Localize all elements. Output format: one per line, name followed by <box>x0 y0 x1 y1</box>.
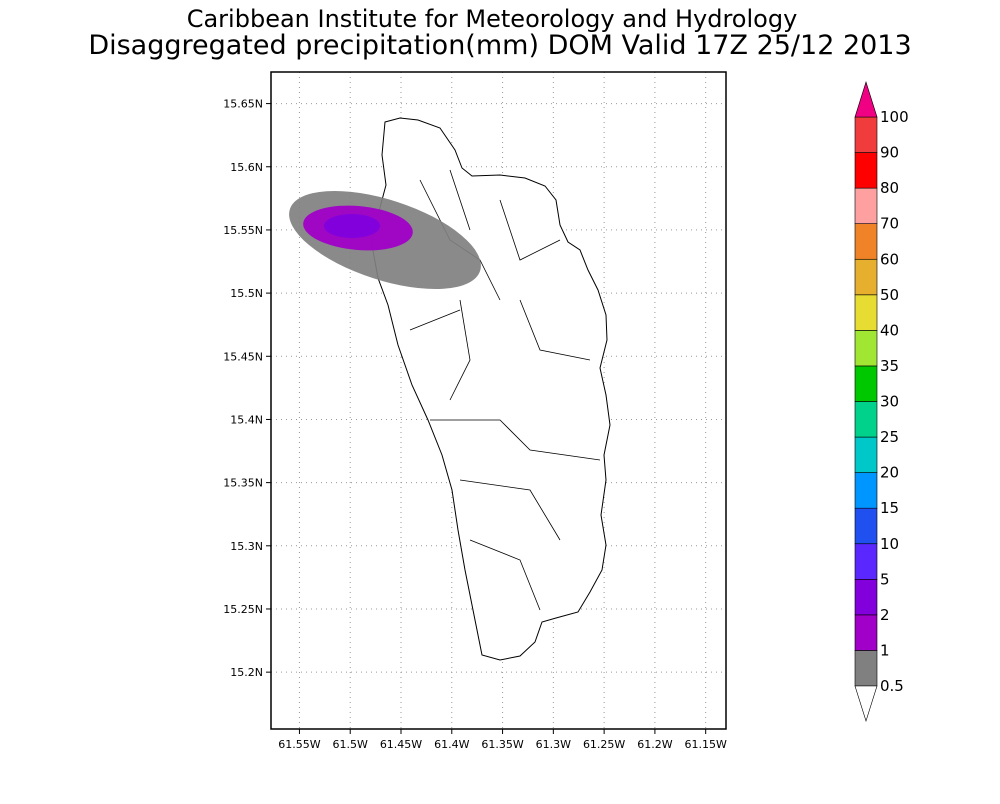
y-tick-label: 15.25N <box>223 603 263 616</box>
precipitation <box>289 190 481 290</box>
x-tick-label: 61.3W <box>536 738 571 751</box>
colorbar-label: 1 <box>880 641 890 659</box>
x-tick-label: 61.25W <box>583 738 625 751</box>
map-frame <box>270 71 727 730</box>
x-tick-label: 61.15W <box>685 738 727 751</box>
colorbar-box <box>854 365 878 402</box>
y-tick-label: 15.6N <box>230 161 263 174</box>
colorbar-box <box>854 258 878 296</box>
colorbar-label: 70 <box>880 215 899 233</box>
colorbar-label: 90 <box>880 144 899 162</box>
y-tick-label: 15.45N <box>223 350 263 363</box>
colorbar-box <box>854 543 878 580</box>
x-tick-label: 61.45W <box>380 738 422 751</box>
colorbar-box <box>854 116 878 153</box>
colorbar-box <box>854 223 878 260</box>
y-tick-label: 15.3N <box>230 540 263 553</box>
colorbar-label: 60 <box>880 250 899 268</box>
colorbar-label: 5 <box>880 570 890 588</box>
x-tick-label: 61.55W <box>278 738 320 751</box>
subtitle: Disaggregated precipitation(mm) DOM Vali… <box>88 30 911 61</box>
colorbar-box <box>854 579 878 616</box>
y-tick-label: 15.55N <box>223 224 263 237</box>
y-tick-label: 15.4N <box>230 413 263 426</box>
colorbar-box <box>854 401 878 438</box>
colorbar-box <box>854 472 878 509</box>
colorbar-label: 10 <box>880 535 899 553</box>
x-tick-label: 61.5W <box>333 738 368 751</box>
colorbar-label: 40 <box>880 321 899 339</box>
colorbar-label: 30 <box>880 393 899 411</box>
x-tick-label: 61.2W <box>637 738 672 751</box>
colorbar-label: 0.5 <box>880 677 904 695</box>
y-tick-label: 15.5N <box>230 287 263 300</box>
title: Caribbean Institute for Meteorology and … <box>187 5 798 33</box>
colorbar-label: 80 <box>880 179 899 197</box>
colorbar-box <box>854 187 878 224</box>
x-tick-label: 61.4W <box>434 738 469 751</box>
colorbar-box <box>854 436 878 473</box>
colorbar-under <box>854 685 878 723</box>
y-tick-label: 15.35N <box>223 477 263 490</box>
colorbar-box <box>854 507 878 545</box>
colorbar-box <box>854 614 878 651</box>
colorbar-label: 15 <box>880 499 899 517</box>
y-tick-label: 15.65N <box>223 98 263 111</box>
colorbar-label: 25 <box>880 428 899 446</box>
colorbar-label: 35 <box>880 357 899 375</box>
colorbar-box <box>854 650 878 687</box>
colorbar-label: 50 <box>880 286 899 304</box>
colorbar-box <box>854 152 878 189</box>
colorbar-label: 100 <box>880 108 909 126</box>
colorbar-label: 20 <box>880 464 899 482</box>
colorbar-box <box>854 294 878 331</box>
colorbar-label: 2 <box>880 606 890 624</box>
y-tick-label: 15.2N <box>230 666 263 679</box>
colorbar-box <box>854 330 878 367</box>
precip-area-violet <box>324 214 380 238</box>
colorbar-over <box>854 80 878 118</box>
x-tick-label: 61.35W <box>481 738 523 751</box>
